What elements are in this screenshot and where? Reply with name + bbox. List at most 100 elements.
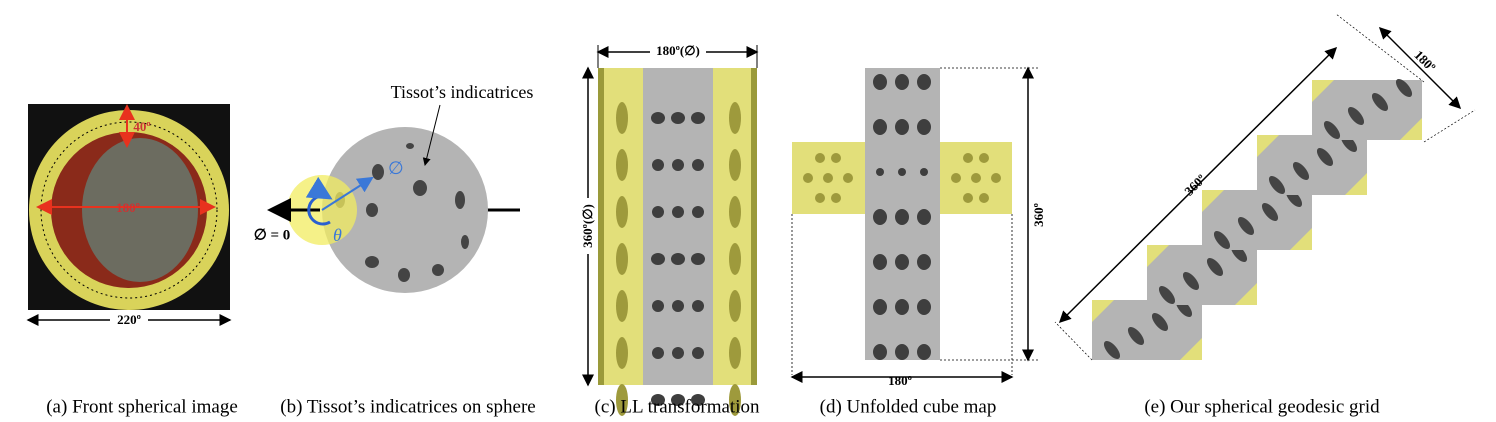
indicatrix — [671, 253, 685, 265]
indicatrix — [979, 193, 989, 203]
label: θ — [333, 225, 342, 245]
indicatrix — [1127, 326, 1145, 346]
indicatrix — [963, 153, 973, 163]
indicatrix — [951, 173, 961, 183]
indicatrix — [672, 300, 684, 312]
indicatrix — [413, 180, 427, 196]
guide — [1054, 13, 1476, 361]
indicatrix — [729, 290, 741, 322]
label-bg — [580, 198, 596, 254]
indicatrix — [729, 337, 741, 369]
indicatrix — [963, 193, 973, 203]
arrow — [1378, 26, 1462, 110]
corner — [1400, 118, 1422, 140]
indicatrix — [365, 256, 379, 268]
indicatrix — [672, 206, 684, 218]
indicatrix — [873, 119, 887, 135]
caption: (e) Our spherical geodesic grid — [1144, 396, 1380, 417]
indicatrix — [917, 209, 931, 225]
indicatrix — [895, 209, 909, 225]
indicatrix — [406, 143, 414, 149]
indicatrix — [651, 112, 665, 124]
indicatrix — [729, 102, 741, 134]
indicatrix — [652, 159, 664, 171]
indicatrix — [616, 102, 628, 134]
indicatrix — [651, 253, 665, 265]
indicatrix — [729, 196, 741, 228]
indicatrix — [652, 206, 664, 218]
caption: (a) Front spherical image — [46, 396, 238, 417]
indicatrix — [692, 206, 704, 218]
indicatrix — [895, 299, 909, 315]
indicatrix — [729, 243, 741, 275]
indicatrix — [692, 159, 704, 171]
indicatrix — [366, 203, 378, 217]
indicatrix — [651, 394, 665, 406]
indicatrix — [398, 268, 410, 282]
indicatrix — [979, 153, 989, 163]
indicatrix — [991, 173, 1001, 183]
panel-b: ∅ θ ∅ = 0 Tissot’s indicatrices (b) Tiss… — [254, 82, 536, 417]
indicatrix — [917, 119, 931, 135]
caption: (c) LL transformation — [595, 396, 760, 417]
indicatrix — [461, 235, 469, 249]
indicatrix — [873, 74, 887, 90]
indicatrix — [815, 193, 825, 203]
indicatrix — [616, 290, 628, 322]
indicatrix — [831, 193, 841, 203]
label: 180º — [1411, 47, 1438, 74]
indicatrix — [691, 394, 705, 406]
indicatrix — [652, 347, 664, 359]
caption: (d) Unfolded cube map — [820, 396, 997, 417]
indicatrix — [895, 74, 909, 90]
panel-a: 40º 180º 220º (a) Front spherical image — [26, 104, 238, 417]
indicatrix — [873, 344, 887, 360]
indicatrix — [616, 196, 628, 228]
indicatrix — [432, 264, 444, 276]
label: 180º — [888, 373, 912, 388]
label: 360º — [1031, 203, 1046, 227]
indicatrix — [616, 243, 628, 275]
indicatrix — [455, 191, 465, 209]
label: Tissot’s indicatrices — [391, 82, 534, 102]
indicatrix — [876, 168, 884, 176]
indicatrix — [917, 299, 931, 315]
indicatrix — [616, 337, 628, 369]
label: ∅ = 0 — [254, 227, 291, 243]
label: 180º(∅) — [656, 43, 700, 58]
indicatrix — [895, 254, 909, 270]
indicatrix — [917, 74, 931, 90]
phi-arrow — [321, 176, 374, 211]
indicatrix — [873, 299, 887, 315]
edge — [598, 68, 604, 385]
indicatrix — [672, 347, 684, 359]
indicatrix — [917, 254, 931, 270]
indicatrix — [1103, 340, 1121, 360]
indicatrix — [898, 168, 906, 176]
indicatrix — [895, 344, 909, 360]
caption: (b) Tissot’s indicatrices on sphere — [280, 396, 535, 417]
indicatrix — [616, 149, 628, 181]
sphere — [322, 127, 488, 293]
label: 40º — [133, 119, 150, 134]
indicatrix — [971, 173, 981, 183]
label: 220º — [117, 312, 141, 327]
guide — [791, 67, 1040, 375]
label: 180º — [116, 200, 140, 215]
indicatrix — [692, 300, 704, 312]
indicatrix — [729, 384, 741, 416]
indicatrix — [917, 344, 931, 360]
indicatrix — [671, 112, 685, 124]
indicatrix — [692, 347, 704, 359]
corner — [1180, 338, 1202, 360]
indicatrix — [831, 153, 841, 163]
indicatrix — [873, 209, 887, 225]
theta-arrow — [305, 176, 333, 226]
indicatrix — [691, 253, 705, 265]
indicatrix — [372, 164, 384, 180]
indicatrix — [671, 394, 685, 406]
indicatrix — [815, 153, 825, 163]
indicatrix — [616, 384, 628, 416]
indicatrix — [803, 173, 813, 183]
